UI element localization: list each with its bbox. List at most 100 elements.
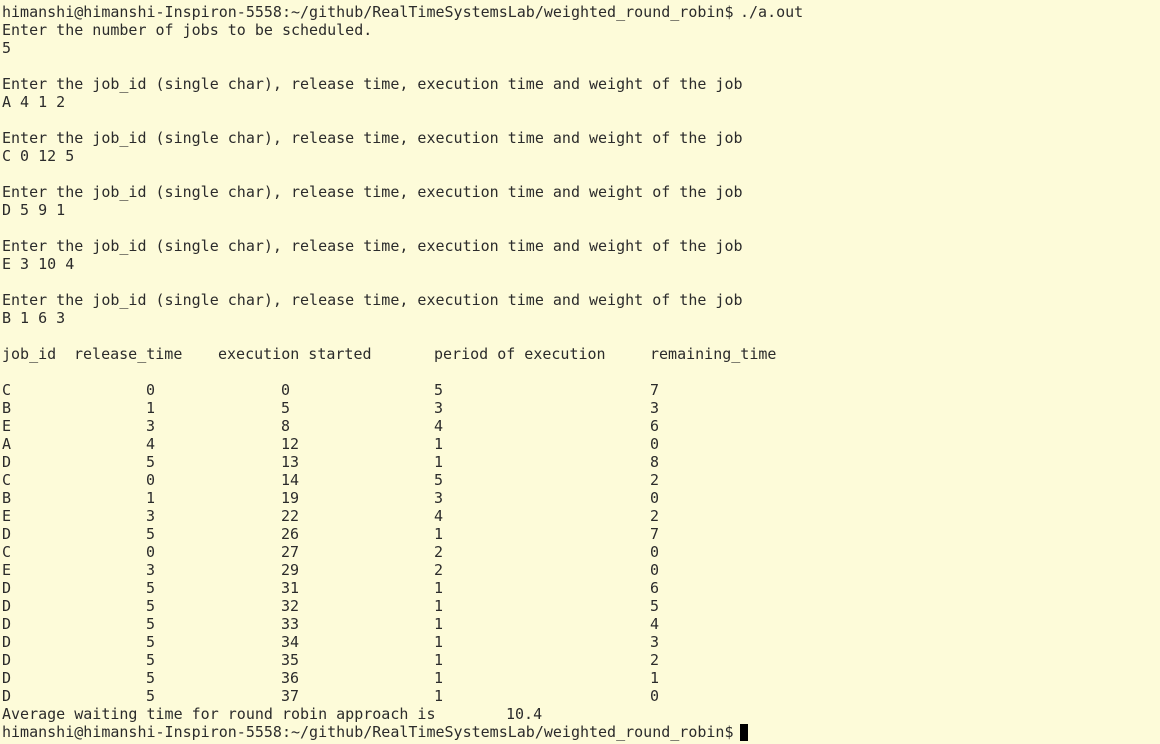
table-cell: 1 (434, 669, 444, 687)
table-header: execution started (218, 345, 372, 363)
table-cell: 0 (650, 561, 660, 579)
user-input: D 5 9 1 (2, 201, 66, 219)
user-input: 5 (2, 39, 12, 57)
table-header: remaining_time (650, 345, 777, 363)
table-cell: 3 (146, 507, 156, 525)
table-cell: 2 (650, 507, 660, 525)
table-cell: 1 (434, 453, 444, 471)
user-input: C 0 12 5 (2, 147, 75, 165)
table-cell: 1 (434, 651, 444, 669)
table-cell: D (2, 615, 12, 633)
output-line: Enter the job_id (single char), release … (2, 237, 743, 255)
table-cell: 0 (146, 543, 156, 561)
table-cell: 1 (434, 435, 444, 453)
table-cell: 1 (650, 669, 660, 687)
table-cell: C (2, 471, 12, 489)
table-cell: 32 (281, 597, 300, 615)
table-cell: 3 (434, 489, 444, 507)
table-cell: 6 (650, 579, 660, 597)
table-cell: 34 (281, 633, 300, 651)
output-line: Enter the job_id (single char), release … (2, 291, 743, 309)
table-cell: 8 (281, 417, 291, 435)
table-header: release_time (74, 345, 183, 363)
table-cell: 1 (434, 579, 444, 597)
table-cell: 1 (434, 687, 444, 705)
table-cell: 2 (650, 651, 660, 669)
table-cell: 0 (650, 687, 660, 705)
table-cell: 3 (146, 417, 156, 435)
table-cell: E (2, 507, 12, 525)
table-cell: 5 (146, 453, 156, 471)
table-cell: 13 (281, 453, 300, 471)
user-input: B 1 6 3 (2, 309, 66, 327)
table-cell: 0 (146, 471, 156, 489)
table-cell: 2 (434, 561, 444, 579)
table-cell: A (2, 435, 12, 453)
table-cell: C (2, 543, 12, 561)
table-cell: 12 (281, 435, 300, 453)
table-cell: D (2, 633, 12, 651)
command: ./a.out (740, 3, 804, 21)
shell-prompt: himanshi@himanshi-Inspiron-5558:~/github… (2, 723, 734, 741)
table-cell: 5 (146, 669, 156, 687)
table-cell: 14 (281, 471, 300, 489)
table-cell: 3 (434, 399, 444, 417)
average-value: 10.4 (506, 705, 543, 723)
table-cell: 0 (281, 381, 291, 399)
table-cell: 4 (434, 507, 444, 525)
table-cell: 5 (434, 471, 444, 489)
shell-prompt: himanshi@himanshi-Inspiron-5558:~/github… (2, 3, 734, 21)
table-cell: 5 (146, 687, 156, 705)
user-input: E 3 10 4 (2, 255, 75, 273)
table-cell: 5 (281, 399, 291, 417)
table-cell: B (2, 399, 12, 417)
table-cell: D (2, 669, 12, 687)
table-cell: 2 (434, 543, 444, 561)
table-cell: 29 (281, 561, 300, 579)
table-header: period of execution (434, 345, 606, 363)
table-cell: 1 (434, 615, 444, 633)
cursor (740, 724, 748, 741)
table-cell: D (2, 597, 12, 615)
table-cell: D (2, 453, 12, 471)
table-cell: 1 (146, 399, 156, 417)
table-cell: 2 (650, 471, 660, 489)
table-cell: 5 (146, 597, 156, 615)
table-cell: 5 (434, 381, 444, 399)
table-cell: 5 (146, 615, 156, 633)
table-cell: 4 (650, 615, 660, 633)
table-cell: 7 (650, 525, 660, 543)
table-cell: 35 (281, 651, 300, 669)
table-cell: E (2, 417, 12, 435)
table-cell: 4 (434, 417, 444, 435)
table-cell: 0 (650, 543, 660, 561)
table-cell: E (2, 561, 12, 579)
table-cell: 5 (146, 633, 156, 651)
user-input: A 4 1 2 (2, 93, 66, 111)
table-cell: 31 (281, 579, 300, 597)
table-cell: 5 (650, 597, 660, 615)
table-cell: 1 (434, 597, 444, 615)
table-cell: 0 (146, 381, 156, 399)
table-cell: 36 (281, 669, 300, 687)
table-header: job_id (2, 345, 57, 363)
table-cell: 3 (146, 561, 156, 579)
table-cell: 1 (434, 633, 444, 651)
table-cell: 6 (650, 417, 660, 435)
table-cell: D (2, 687, 12, 705)
table-cell: D (2, 651, 12, 669)
output-line: Enter the job_id (single char), release … (2, 183, 743, 201)
table-cell: 0 (650, 489, 660, 507)
table-cell: 1 (146, 489, 156, 507)
table-cell: 4 (146, 435, 156, 453)
table-cell: 27 (281, 543, 300, 561)
table-cell: 3 (650, 633, 660, 651)
table-cell: 8 (650, 453, 660, 471)
table-cell: D (2, 579, 12, 597)
output-line: Enter the job_id (single char), release … (2, 75, 743, 93)
output-line: Enter the job_id (single char), release … (2, 129, 743, 147)
table-cell: 0 (650, 435, 660, 453)
table-cell: 5 (146, 579, 156, 597)
table-cell: 33 (281, 615, 300, 633)
